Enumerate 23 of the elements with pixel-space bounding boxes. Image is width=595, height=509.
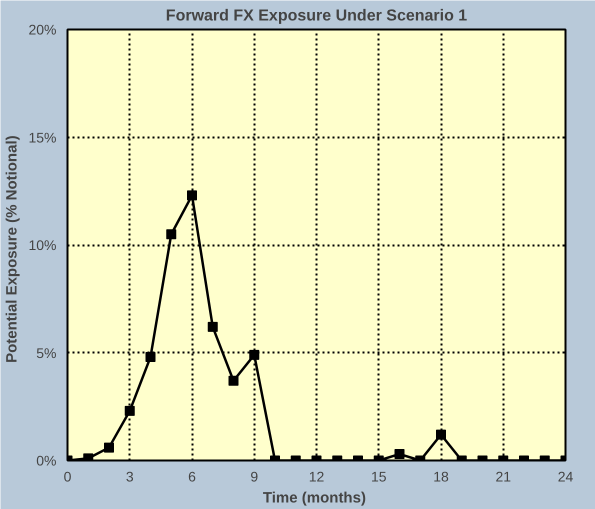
y-tick-label: 15%: [28, 129, 57, 146]
point: [124, 406, 135, 416]
point: [249, 350, 260, 360]
x-tick-label: 18: [433, 468, 449, 484]
point: [208, 322, 218, 332]
chart-title: Forward FX Exposure Under Scenario 1: [166, 8, 468, 24]
x-tick-label: 9: [250, 468, 258, 484]
point: [146, 352, 156, 362]
point: [166, 229, 176, 240]
y-tick-label: 0%: [36, 452, 56, 468]
x-tick-label: 21: [495, 468, 512, 484]
y-tick-label: 5%: [36, 344, 56, 361]
y-tick-label: 20%: [28, 22, 57, 38]
x-tick-label: 0: [64, 468, 72, 484]
point: [228, 376, 238, 386]
x-tick-label: 12: [308, 468, 324, 484]
x-tick-label: 15: [370, 468, 387, 484]
x-tick-label: 3: [126, 468, 134, 484]
x-axis-title: Time (months): [262, 490, 366, 506]
y-tick-label: 10%: [28, 237, 57, 253]
x-tick-label: 24: [558, 468, 574, 484]
x-tick-label: 6: [188, 468, 196, 484]
y-axis-title: Potential Exposure (% Notional): [3, 135, 20, 363]
